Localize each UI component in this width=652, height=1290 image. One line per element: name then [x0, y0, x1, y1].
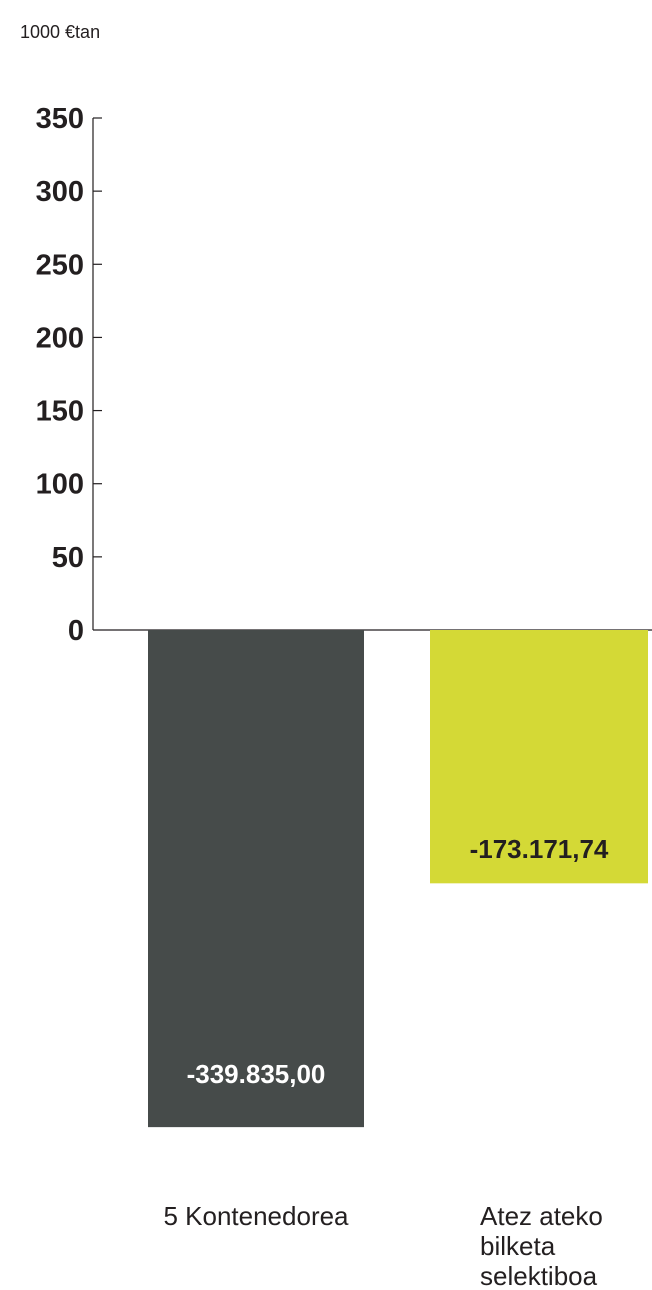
y-tick-label: 0: [68, 615, 84, 647]
y-tick-label: 50: [52, 542, 84, 574]
bar-value-label: -339.835,00: [187, 1059, 326, 1089]
bar: [148, 630, 364, 1128]
category-labels: 5 Kontenedorea Atez atekobilketaselektibo…: [163, 1201, 602, 1290]
category-label: Atez ateko: [480, 1201, 603, 1231]
bar: [430, 630, 648, 884]
bars: -339.835,00 -173.171,74: [148, 630, 648, 1128]
category-label: bilketa: [480, 1231, 556, 1261]
category-label: selektiboa: [480, 1261, 598, 1290]
y-tick-label: 150: [36, 396, 84, 428]
category-label: 5 Kontenedorea: [163, 1201, 349, 1231]
unit-label: 1000 €tan: [20, 22, 100, 42]
y-axis: 0 50 100 150 200 250 300 350: [36, 103, 652, 647]
y-tick-label: 200: [36, 322, 84, 354]
y-tick-label: 350: [36, 103, 84, 135]
y-tick-label: 100: [36, 469, 84, 501]
y-tick-label: 300: [36, 176, 84, 208]
bar-value-label: -173.171,74: [470, 834, 609, 864]
y-tick-label: 250: [36, 249, 84, 281]
